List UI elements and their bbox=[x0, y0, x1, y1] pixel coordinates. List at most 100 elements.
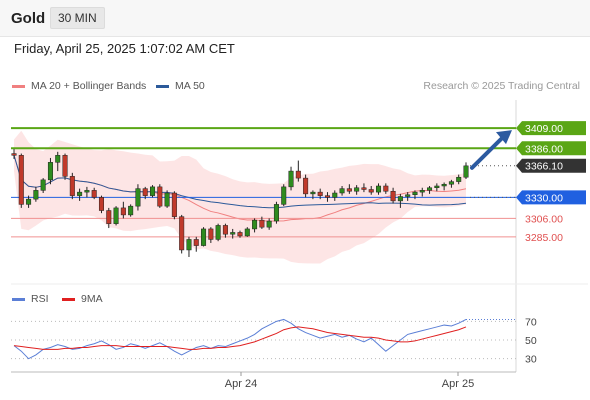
candle bbox=[222, 223, 228, 238]
candle bbox=[106, 207, 112, 229]
candle-body bbox=[91, 190, 97, 198]
candle bbox=[376, 183, 382, 195]
candle-body bbox=[288, 170, 294, 188]
candle-body bbox=[324, 195, 330, 198]
candle bbox=[237, 230, 243, 238]
rsi-tick-label: 30 bbox=[525, 354, 537, 366]
candle bbox=[252, 218, 258, 233]
candle-body bbox=[412, 191, 418, 196]
candle-body bbox=[186, 239, 192, 251]
candle bbox=[339, 185, 345, 196]
candle-body bbox=[339, 188, 345, 194]
x-tick-label: Apr 24 bbox=[225, 378, 257, 390]
candle-body bbox=[230, 232, 236, 235]
candle-body bbox=[281, 186, 287, 205]
level-pivot-3-tag-label: 3330.00 bbox=[525, 192, 563, 204]
legend-label-ma50: MA 50 bbox=[175, 80, 205, 92]
candle bbox=[405, 192, 411, 201]
forecast-arrow-shaft bbox=[470, 134, 506, 170]
candle bbox=[303, 174, 309, 198]
candle-body bbox=[142, 188, 148, 196]
rsi-series-rsi bbox=[13, 318, 467, 360]
candle-body bbox=[69, 176, 75, 196]
candle bbox=[419, 187, 425, 197]
candle-body bbox=[215, 225, 221, 240]
candle-body bbox=[237, 232, 243, 237]
candle-body bbox=[47, 162, 53, 181]
legend-9ma: 9MA bbox=[62, 293, 103, 305]
candle bbox=[120, 201, 126, 219]
legend-label-9ma: 9MA bbox=[81, 293, 103, 305]
level-pivot-3-tag: 3330.00 bbox=[516, 190, 586, 205]
candle bbox=[55, 151, 61, 172]
candle bbox=[33, 186, 39, 202]
legend-swatch-9ma bbox=[62, 297, 75, 301]
candle-body bbox=[303, 177, 309, 195]
candle-body bbox=[77, 191, 83, 196]
candle bbox=[77, 188, 83, 201]
candle bbox=[397, 193, 403, 208]
candle-body bbox=[26, 198, 32, 205]
candle-body bbox=[18, 155, 24, 205]
candle-body bbox=[397, 196, 403, 202]
candle-body bbox=[427, 187, 433, 191]
candle-body bbox=[201, 228, 207, 246]
level-resistance-1-tag-bg bbox=[516, 141, 586, 156]
candle bbox=[186, 236, 192, 257]
level-resistance-0-tag: 3409.00 bbox=[516, 121, 586, 136]
candle bbox=[84, 186, 90, 198]
candle bbox=[463, 162, 469, 179]
candle-body bbox=[354, 187, 360, 192]
candle bbox=[412, 190, 418, 200]
candle bbox=[69, 172, 75, 200]
symbol-label: Gold bbox=[11, 10, 46, 27]
candle-body bbox=[317, 191, 323, 196]
candle-body bbox=[463, 165, 469, 178]
candle bbox=[26, 195, 32, 208]
candle-body bbox=[252, 219, 258, 230]
candle bbox=[230, 228, 236, 239]
candle-body bbox=[62, 155, 68, 177]
candle-body bbox=[40, 179, 46, 191]
candle-body bbox=[157, 186, 163, 207]
candle-body bbox=[310, 191, 316, 195]
candle-body bbox=[346, 188, 352, 192]
candle bbox=[244, 227, 250, 237]
candle bbox=[456, 174, 462, 185]
candle bbox=[288, 166, 294, 191]
candle-body bbox=[164, 192, 170, 207]
candle-body bbox=[456, 176, 462, 182]
legend-label-bollinger: MA 20 + Bollinger Bands bbox=[31, 80, 147, 92]
candle bbox=[434, 183, 440, 192]
candle-body bbox=[390, 190, 396, 202]
candle-body bbox=[405, 194, 411, 197]
legend-bollinger: MA 20 + Bollinger Bands bbox=[12, 80, 146, 92]
level-pivot-3-tag-bg bbox=[516, 190, 586, 205]
candle bbox=[208, 227, 214, 243]
candle-body bbox=[441, 183, 447, 187]
candle bbox=[346, 184, 352, 194]
candle-body bbox=[266, 220, 272, 228]
legend-swatch-bollinger bbox=[12, 84, 25, 88]
candle bbox=[441, 182, 447, 191]
top-bar: Gold 30 MIN bbox=[0, 0, 590, 37]
level-support-4-label: 3306.00 bbox=[525, 213, 563, 225]
candle bbox=[295, 160, 301, 182]
candle-body bbox=[259, 219, 265, 228]
candle-body bbox=[120, 207, 126, 216]
timeframe-button[interactable]: 30 MIN bbox=[50, 7, 105, 29]
candle bbox=[62, 153, 68, 180]
candle bbox=[91, 187, 97, 200]
candle bbox=[427, 185, 433, 194]
candle bbox=[113, 206, 119, 226]
candle bbox=[47, 157, 53, 185]
candle-body bbox=[98, 197, 104, 211]
candle bbox=[11, 149, 17, 159]
forecast-arrow-head bbox=[496, 130, 512, 145]
level-resistance-1-tag: 3386.00 bbox=[516, 141, 586, 156]
candle-body bbox=[128, 205, 134, 216]
candle-body bbox=[208, 228, 214, 240]
candle bbox=[193, 236, 199, 252]
candle bbox=[150, 185, 156, 198]
